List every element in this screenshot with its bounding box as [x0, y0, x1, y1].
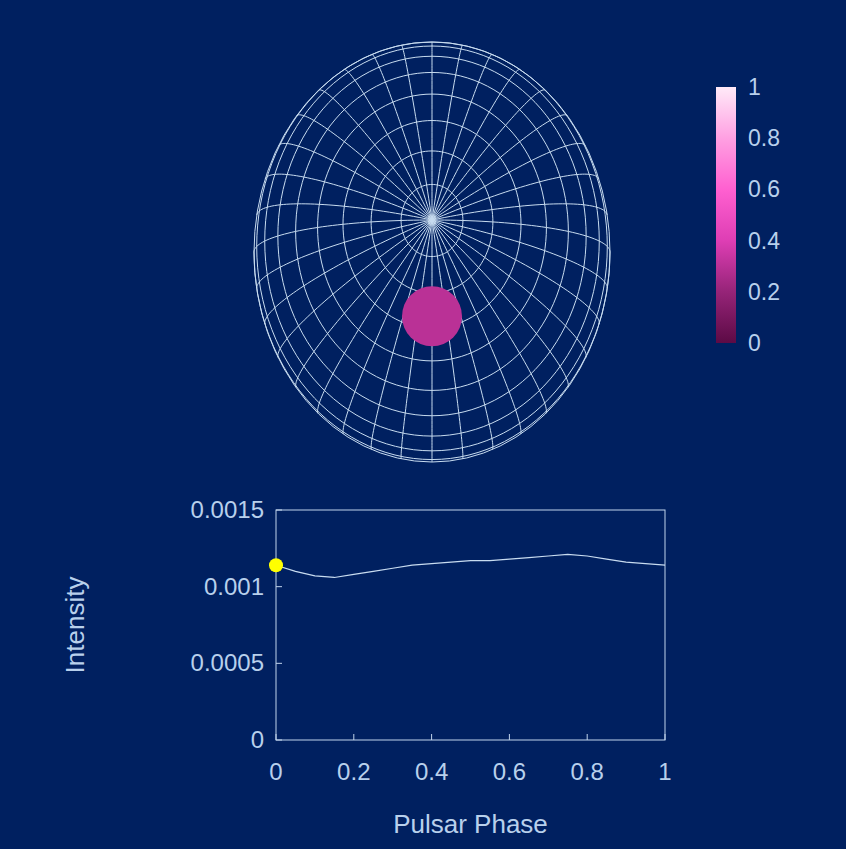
colorbar-tick-label: 0.8	[748, 125, 780, 151]
light-curve	[276, 554, 665, 577]
phase-marker	[269, 558, 283, 572]
sphere-grid-line	[296, 115, 432, 220]
plot-frame	[276, 510, 665, 740]
sphere-grid-line	[279, 143, 432, 220]
sphere-grid-line	[257, 220, 432, 288]
y-tick	[276, 586, 282, 587]
x-tick	[353, 734, 354, 740]
x-tick-label: 1	[658, 758, 671, 785]
sphere-outline	[254, 42, 610, 462]
y-tick	[276, 510, 282, 511]
sphere-grid-line	[432, 90, 545, 220]
sphere-grid-line	[432, 220, 607, 288]
x-tick	[431, 734, 432, 740]
colorbar-tick-label: 0.4	[748, 228, 780, 254]
colorbar-tick-label: 1	[748, 74, 761, 100]
plot-data	[269, 554, 665, 577]
y-tick-label: 0	[251, 726, 264, 753]
sphere-grid-line	[265, 174, 432, 220]
sphere-grid-line	[432, 42, 433, 220]
sphere-grid-line	[372, 54, 432, 220]
x-tick-label: 0.2	[337, 758, 370, 785]
y-tick	[276, 740, 282, 741]
hot-spot	[402, 286, 462, 346]
y-tick	[276, 663, 282, 664]
x-axis-title: Pulsar Phase	[393, 809, 548, 839]
canvas: 0 0.2 0.4 0.6 0.8 1 0 0.0005 0.001 0.0015 0 0.2 0.4 0…	[0, 0, 846, 849]
sphere-grid-line	[432, 174, 599, 220]
sphere-grid-line	[319, 90, 432, 220]
sphere-grid-line	[278, 220, 432, 358]
y-axis-title: Intensity	[60, 577, 90, 674]
x-tick	[509, 734, 510, 740]
sphere-grid-line	[432, 54, 492, 220]
x-tick	[587, 734, 588, 740]
sphere-grid-line	[432, 143, 585, 220]
x-tick	[276, 734, 277, 740]
colorbar-tick-label: 0.2	[748, 279, 780, 305]
y-tick-label: 0.001	[204, 573, 264, 600]
sphere-grid-line	[254, 220, 432, 252]
sphere-grid-line	[402, 45, 432, 220]
x-tick-label: 0.6	[493, 758, 526, 785]
sphere-grid-line	[257, 204, 432, 220]
sphere-grid-line	[432, 220, 586, 358]
x-tick-label: 0.4	[415, 758, 448, 785]
colorbar-tick-label: 0.6	[748, 176, 780, 202]
y-tick-label: 0.0005	[191, 649, 264, 676]
background	[0, 0, 846, 849]
x-tick-label: 0	[269, 758, 282, 785]
sphere-grid-line	[344, 69, 432, 220]
x-tick	[665, 734, 666, 740]
x-tick-label: 0.8	[571, 758, 604, 785]
colorbar	[716, 87, 736, 343]
colorbar-tick-label: 0	[748, 330, 761, 356]
sphere-grid-line	[432, 204, 607, 220]
y-tick-label: 0.0015	[191, 496, 264, 523]
sphere-grid-line	[432, 45, 462, 220]
sphere-grid-line	[432, 69, 520, 220]
sphere-grid	[254, 42, 610, 462]
